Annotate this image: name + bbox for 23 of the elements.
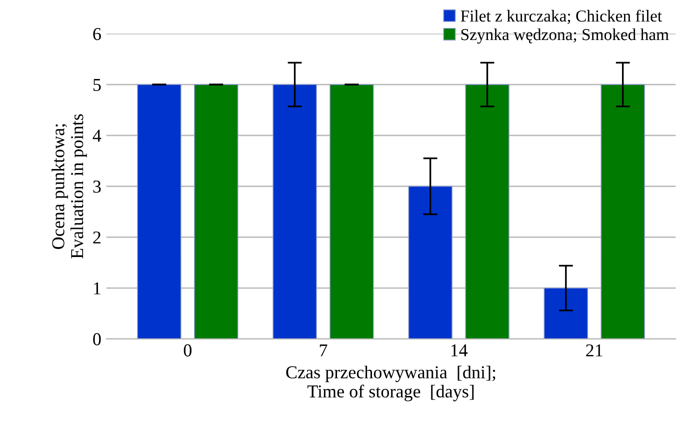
- x-tick-label: 0: [184, 344, 192, 356]
- bar: [330, 84, 374, 339]
- bar: [272, 84, 317, 339]
- legend-label: Filet z kurczaka; Chicken filet: [460, 10, 662, 24]
- x-tick-label: 14: [451, 344, 468, 356]
- bar: [194, 84, 238, 339]
- bar: [600, 84, 645, 339]
- y-tick-label: 4: [92, 130, 102, 142]
- y-tick-label: 5: [93, 78, 101, 91]
- x-axis-title: Czas przechowywania [dni]; Time of storage [days]: [286, 366, 496, 402]
- x-tick-label: 7: [320, 344, 328, 356]
- bar: [408, 186, 452, 339]
- y-tick-label: 3: [93, 180, 101, 193]
- bar: [137, 84, 182, 339]
- y-tick-label: 1: [94, 282, 100, 294]
- x-tick-label: 21: [586, 344, 602, 356]
- y-tick-label: 0: [93, 333, 101, 346]
- y-tick-label: 6: [93, 28, 101, 40]
- y-tick-label: 2: [93, 231, 100, 244]
- bar: [544, 288, 588, 339]
- legend-label: Szynka wędzona; Smoked ham: [461, 28, 669, 44]
- bar: [465, 84, 510, 339]
- y-axis-title: Ocena punktowa; Evaluation in points: [52, 114, 87, 258]
